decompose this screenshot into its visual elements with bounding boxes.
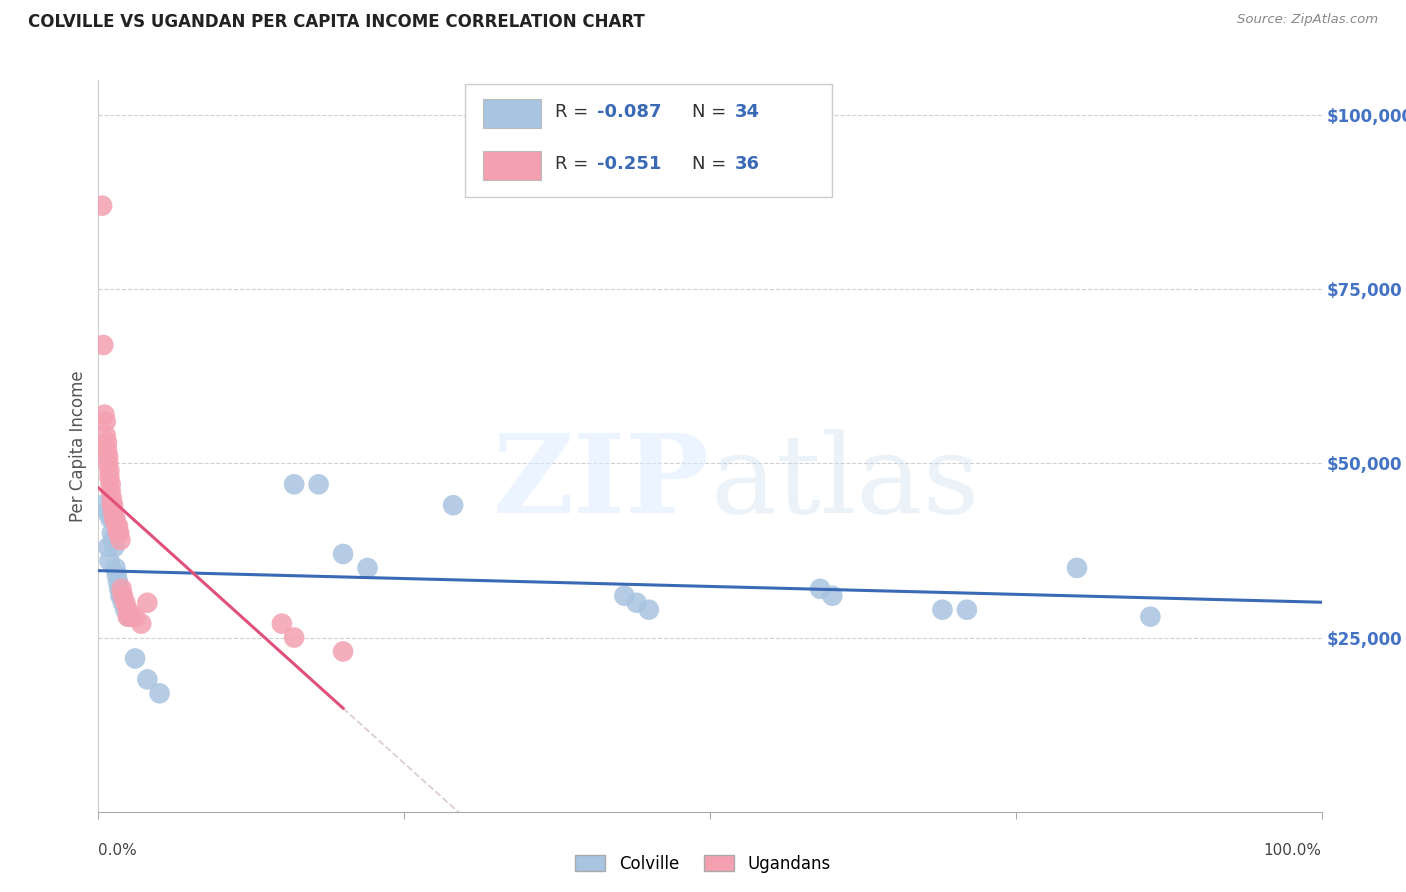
Point [124, 651, 146, 665]
Text: COLVILLE VS UGANDAN PER CAPITA INCOME CORRELATION CHART: COLVILLE VS UGANDAN PER CAPITA INCOME CO… [28, 13, 645, 31]
Point [332, 644, 354, 658]
Point [441, 498, 464, 512]
Text: R =: R = [555, 155, 593, 173]
Text: -0.087: -0.087 [598, 103, 662, 120]
Point [129, 616, 152, 631]
Point [98, 463, 121, 477]
Point [356, 561, 378, 575]
Point [821, 589, 844, 603]
Text: 36: 36 [734, 155, 759, 173]
Text: -0.251: -0.251 [598, 155, 662, 173]
Point [1139, 609, 1161, 624]
Point [638, 603, 661, 617]
Point [103, 512, 125, 526]
Point [100, 484, 122, 499]
Point [98, 554, 121, 568]
FancyBboxPatch shape [482, 152, 541, 180]
Text: Source: ZipAtlas.com: Source: ZipAtlas.com [1237, 13, 1378, 27]
Point [124, 609, 146, 624]
Text: R =: R = [555, 103, 593, 120]
Point [111, 589, 134, 603]
Point [93, 408, 115, 422]
Point [136, 596, 159, 610]
Point [105, 519, 128, 533]
Point [101, 526, 124, 541]
Point [100, 512, 122, 526]
Point [283, 631, 305, 645]
Point [91, 338, 114, 352]
Text: N =: N = [692, 155, 731, 173]
Point [931, 603, 953, 617]
Y-axis label: Per Capita Income: Per Capita Income [69, 370, 87, 522]
FancyBboxPatch shape [482, 99, 541, 128]
Point [613, 589, 636, 603]
Point [96, 442, 118, 457]
Point [101, 533, 124, 547]
Point [104, 561, 127, 575]
Point [110, 533, 132, 547]
Point [91, 498, 114, 512]
Point [94, 428, 117, 442]
Text: 100.0%: 100.0% [1264, 843, 1322, 858]
Point [107, 526, 129, 541]
Point [1066, 561, 1088, 575]
Point [101, 498, 124, 512]
Point [110, 589, 132, 603]
Point [308, 477, 330, 491]
Point [97, 450, 120, 464]
Point [117, 609, 139, 624]
Point [270, 616, 294, 631]
Point [108, 582, 131, 596]
FancyBboxPatch shape [465, 84, 832, 197]
Point [956, 603, 979, 617]
Point [808, 582, 831, 596]
Point [136, 673, 159, 687]
Legend: Colville, Ugandans: Colville, Ugandans [569, 848, 837, 880]
Point [107, 519, 129, 533]
Point [94, 415, 117, 429]
Point [96, 505, 118, 519]
Point [96, 435, 118, 450]
Point [105, 567, 128, 582]
Point [91, 199, 114, 213]
Text: ZIP: ZIP [494, 429, 710, 536]
Point [101, 491, 124, 506]
Point [626, 596, 648, 610]
Point [117, 603, 139, 617]
Text: atlas: atlas [710, 429, 980, 536]
Point [108, 526, 131, 541]
Point [111, 589, 134, 603]
Point [114, 603, 136, 617]
Point [332, 547, 354, 561]
Point [97, 540, 120, 554]
Point [103, 540, 125, 554]
Point [149, 686, 172, 700]
Point [118, 609, 141, 624]
Point [120, 609, 142, 624]
Point [101, 505, 124, 519]
Point [111, 582, 134, 596]
Text: N =: N = [692, 103, 731, 120]
Point [100, 477, 122, 491]
Point [101, 498, 124, 512]
Point [107, 574, 129, 589]
Point [98, 470, 121, 484]
Point [104, 512, 127, 526]
Text: 34: 34 [734, 103, 759, 120]
Text: 0.0%: 0.0% [98, 843, 138, 858]
Point [111, 596, 134, 610]
Point [283, 477, 305, 491]
Point [114, 596, 136, 610]
Point [97, 457, 120, 471]
